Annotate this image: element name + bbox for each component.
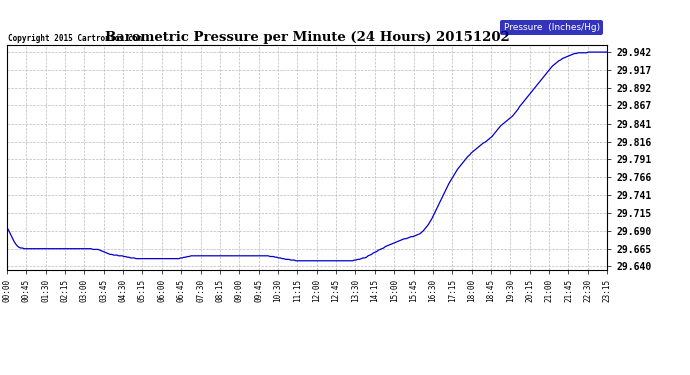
Text: Copyright 2015 Cartronics.com: Copyright 2015 Cartronics.com	[8, 34, 142, 43]
Title: Barometric Pressure per Minute (24 Hours) 20151202: Barometric Pressure per Minute (24 Hours…	[105, 31, 509, 44]
Legend: Pressure  (Inches/Hg): Pressure (Inches/Hg)	[500, 20, 602, 34]
